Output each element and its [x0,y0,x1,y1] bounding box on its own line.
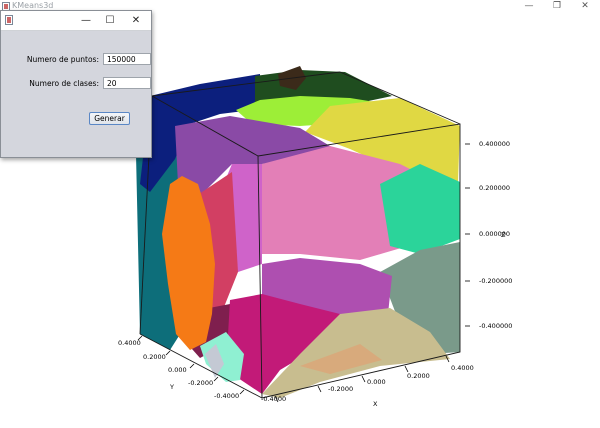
plot-3d-viewport[interactable]: 0.400000 0.200000 0.000000 Z -0.200000 -… [0,14,600,424]
main-close-button[interactable]: ✕ [581,1,589,11]
z-tick-label: -0.200000 [479,277,512,285]
z-axis [465,143,470,327]
dialog-title-bar: — ☐ ✕ [1,11,151,31]
generate-button[interactable]: Generar [89,112,130,125]
main-minimize-button[interactable]: — [524,1,534,11]
java-app-icon [5,15,13,25]
dialog-minimize-button[interactable]: — [81,15,91,26]
points-count-label: Numero de puntos: [26,55,99,64]
points-count-input[interactable]: 150000 [103,53,151,65]
z-tick-label: -0.400000 [479,322,512,330]
z-axis-label: Z [501,231,506,239]
y-axis [137,335,245,395]
x-axis-label: X [373,400,378,408]
cluster-region [305,98,460,182]
x-axis [274,355,450,403]
dialog-maximize-button[interactable]: ☐ [105,15,115,26]
parameters-dialog: — ☐ ✕ Numero de puntos: 150000 Numero de… [0,10,152,158]
y-tick-label: 0.000 [168,366,187,374]
dialog-close-button[interactable]: ✕ [131,15,141,26]
y-tick-label: 0.4000 [118,339,141,347]
cluster-region [140,74,260,192]
cluster-region [300,344,382,374]
y-tick-label: -0.4000 [214,392,239,400]
cluster-region [162,176,215,350]
x-tick-label: 0.4000 [451,364,474,372]
z-tick-label: 0.000000 [479,230,510,238]
main-window-title: KMeans3d [12,1,54,10]
cluster-region [226,294,360,394]
y-tick-label: 0.2000 [143,353,166,361]
x-tick-label: -0.2000 [328,385,353,393]
cluster-region [380,242,460,354]
x-tick-label: -0.4000 [261,395,286,403]
z-tick-label: 0.200000 [479,184,510,192]
main-maximize-button[interactable]: ❐ [552,1,562,11]
classes-count-label: Numero de clases: [29,79,99,88]
y-tick-label: -0.2000 [188,379,213,387]
kmeans-3d-plot[interactable]: 0.400000 0.200000 0.000000 Z -0.200000 -… [0,14,600,424]
x-tick-label: 0.000 [367,378,386,386]
y-axis-label: Y [169,383,174,391]
x-tick-label: 0.2000 [407,372,430,380]
cluster-region [380,164,460,254]
cluster-region [200,332,244,382]
cluster-region [262,146,420,260]
z-tick-label: 0.400000 [479,140,510,148]
classes-count-input[interactable]: 20 [103,77,151,89]
cluster-region [205,344,224,378]
